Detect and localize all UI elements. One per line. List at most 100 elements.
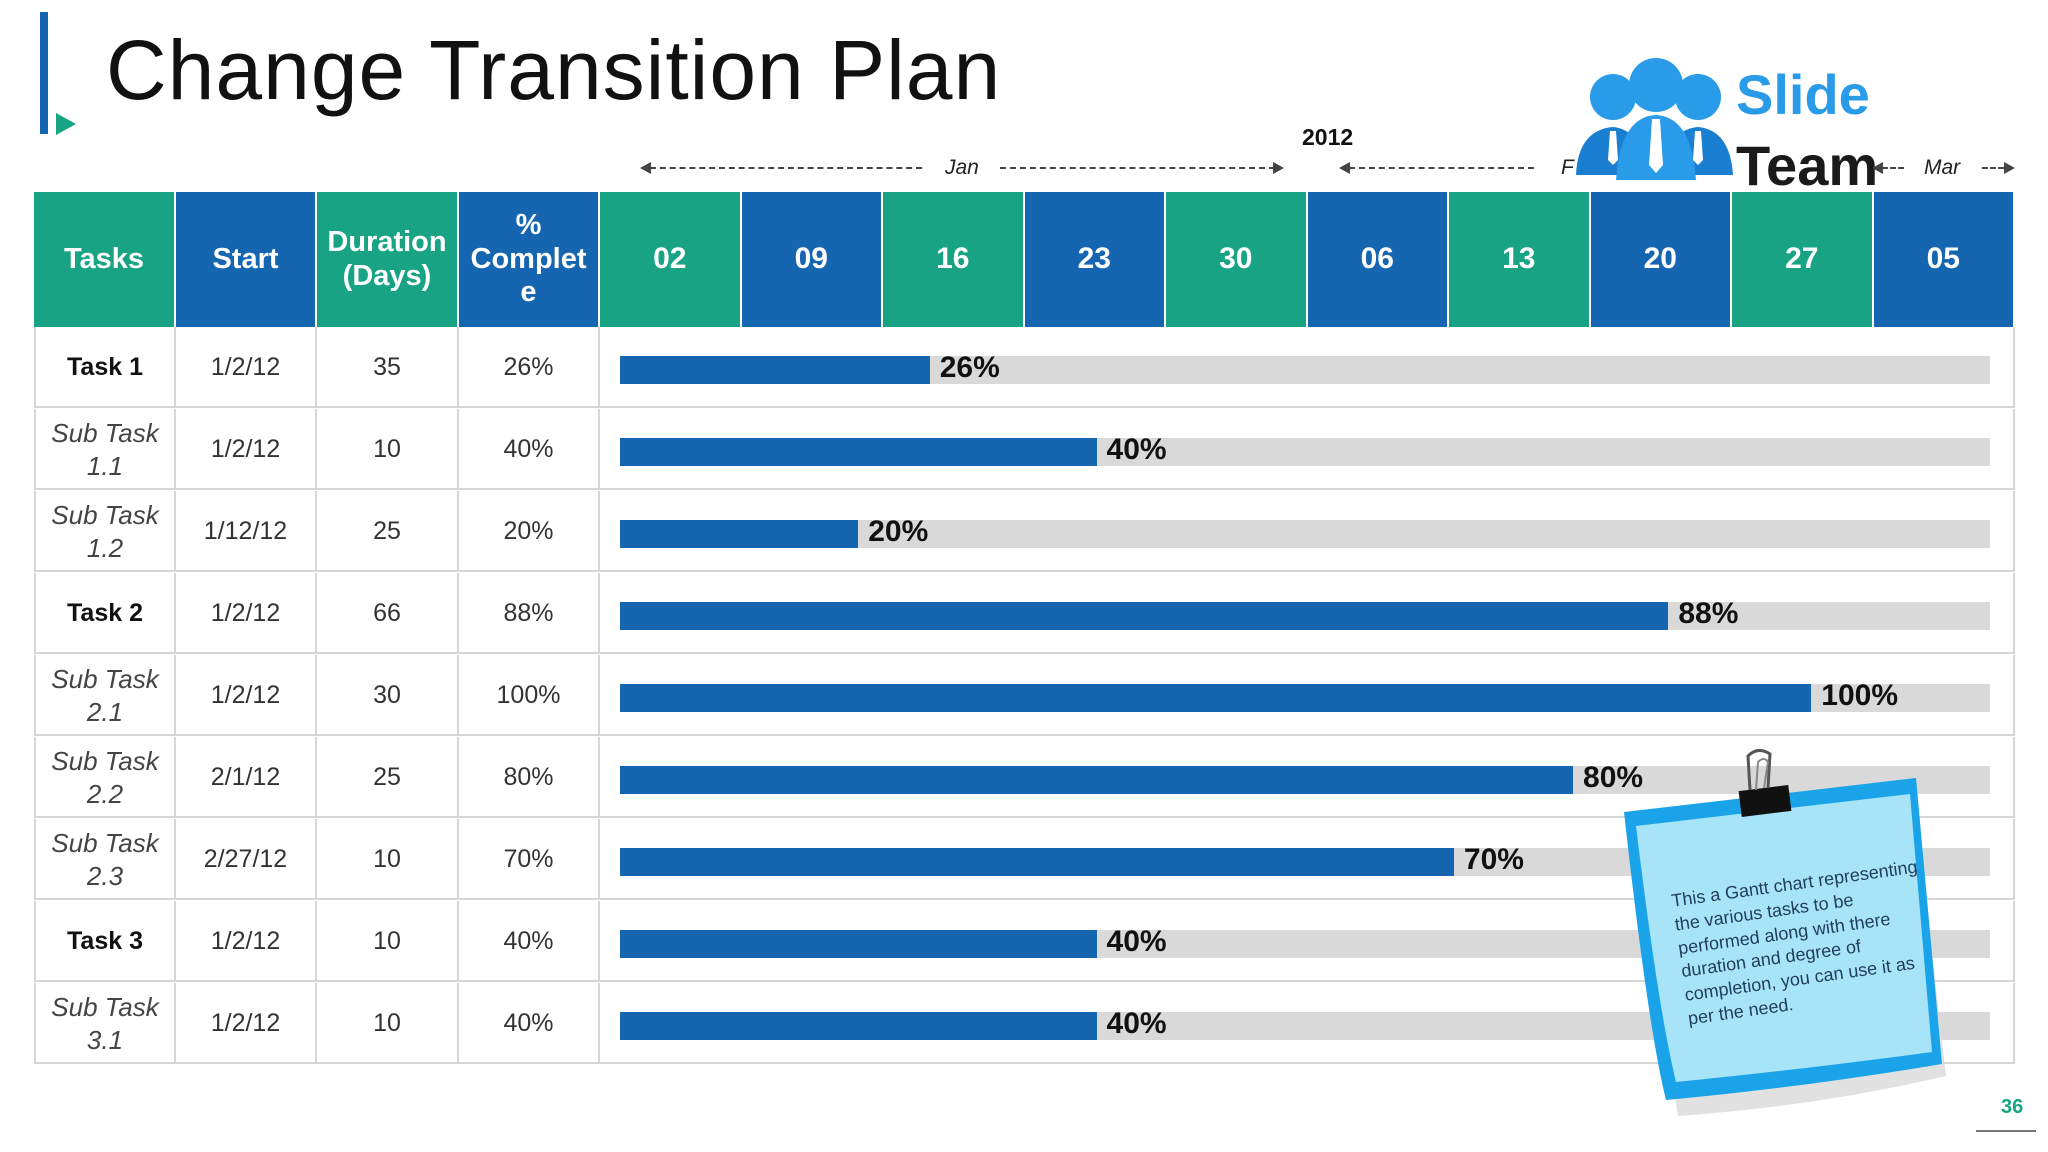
task-name-line1: Sub Task (51, 418, 159, 448)
feb-left-arrow-icon (1339, 162, 1350, 174)
start-cell: 1/2/12 (176, 573, 317, 654)
duration-cell: 35 (317, 327, 459, 408)
progress-bar (620, 438, 1097, 466)
task-name-line1: Sub Task (51, 828, 159, 858)
mar-right-arrow-icon (2004, 162, 2015, 174)
header-complete-line1: % (515, 209, 542, 242)
header-duration: Duration (Days) (317, 192, 459, 327)
header-complete-line3: e (520, 276, 537, 309)
logo-text-slide: Slide (1736, 63, 1870, 126)
duration-cell: 25 (317, 737, 459, 818)
task-name-line2: 2.3 (86, 860, 124, 891)
week-header: 30 (1166, 192, 1308, 327)
feb-left-dashed-line (1349, 167, 1534, 169)
complete-cell: 88% (459, 573, 600, 654)
month-label-feb: F (1561, 156, 1574, 179)
jan-left-dashed-line (650, 167, 922, 169)
task-name-line1: Task 3 (67, 926, 143, 955)
duration-cell: 66 (317, 573, 459, 654)
task-name-text: Task 2 (67, 598, 143, 629)
complete-cell: 80% (459, 737, 600, 818)
timeline-cell (600, 819, 2015, 900)
table-row: Task 1 1/2/12 35 26% 26% (34, 327, 2015, 408)
mar-right-dashed-line (1982, 167, 2004, 169)
month-label-jan: Jan (945, 156, 979, 179)
task-name-cell: Sub Task 2.3 (34, 819, 176, 900)
task-name-line1: Sub Task (51, 746, 159, 776)
progress-bar (620, 684, 1812, 712)
slide-team-logo-icon (1576, 58, 1733, 180)
task-name-text: Sub Task 1.2 (51, 499, 158, 564)
start-cell: 2/27/12 (176, 819, 317, 900)
task-name-text: Sub Task 2.1 (51, 663, 158, 728)
table-row: Sub Task 2.1 1/2/12 30 100% 100% (34, 655, 2015, 736)
complete-cell: 100% (459, 655, 600, 736)
task-name-line1: Sub Task (51, 500, 159, 530)
header-complete: % Complet e (459, 192, 600, 327)
table-row: Sub Task 1.1 1/2/12 10 40% 40% (34, 409, 2015, 490)
complete-cell: 20% (459, 491, 600, 572)
task-name-text: Sub Task 3.1 (51, 991, 158, 1056)
month-label-mar: Mar (1924, 156, 1961, 179)
sticky-note (1624, 749, 1946, 1116)
start-cell: 1/12/12 (176, 491, 317, 572)
mar-left-arrow-icon (1872, 162, 1883, 174)
bar-value-label: 40% (1106, 1007, 1167, 1040)
title-accent-bar (40, 12, 48, 134)
timeline-cell (600, 573, 2015, 654)
bar-value-label: 20% (868, 515, 929, 548)
header-complete-line2: Complet (470, 242, 587, 275)
page-number-underline (1976, 1130, 2036, 1132)
task-name-line2: 1.1 (86, 450, 124, 481)
mar-left-dashed-line (1882, 167, 1904, 169)
table-row: Sub Task 1.2 1/12/12 25 20% 20% (34, 491, 2015, 572)
timeline-cell (600, 327, 2015, 408)
task-name-line2: 3.1 (86, 1024, 124, 1055)
duration-cell: 10 (317, 901, 459, 982)
duration-cell: 10 (317, 983, 459, 1064)
duration-cell: 10 (317, 819, 459, 900)
task-name-text: Task 1 (67, 352, 143, 383)
week-header: 06 (1307, 192, 1449, 327)
jan-left-arrow-icon (640, 162, 651, 174)
progress-bar (620, 602, 1669, 630)
task-name-line1: Task 1 (67, 352, 143, 381)
week-header: 09 (741, 192, 883, 327)
timeline-cell (600, 491, 2015, 572)
week-header: 20 (1590, 192, 1732, 327)
complete-cell: 40% (459, 409, 600, 490)
complete-cell: 40% (459, 901, 600, 982)
progress-bar (620, 520, 859, 548)
progress-bar (620, 1012, 1097, 1040)
complete-cell: 26% (459, 327, 600, 408)
header-duration-line1: Duration (327, 226, 447, 259)
task-name-cell: Sub Task 3.1 (34, 983, 176, 1064)
year-label: 2012 (1302, 124, 1354, 150)
start-cell: 1/2/12 (176, 327, 317, 408)
table-row: Task 2 1/2/12 66 88% 88% (34, 573, 2015, 654)
timeline-cell (600, 901, 2015, 982)
bar-value-label: 40% (1106, 433, 1167, 466)
logo-text-team: Team (1736, 134, 1879, 197)
bar-value-label: 26% (939, 351, 1000, 384)
week-header: 27 (1732, 192, 1874, 327)
task-name-text: Sub Task 2.3 (51, 827, 158, 892)
task-name-line2: 2.1 (86, 696, 124, 727)
task-name-line2: 1.2 (86, 532, 124, 563)
bar-value-label: 100% (1821, 679, 1899, 712)
task-name-text: Sub Task 1.1 (51, 417, 158, 482)
timeline-cell (600, 409, 2015, 490)
week-header: 13 (1449, 192, 1591, 327)
task-name-line1: Sub Task (51, 992, 159, 1022)
header-tasks: Tasks (34, 192, 176, 327)
progress-bar (620, 766, 1574, 794)
duration-cell: 10 (317, 409, 459, 490)
page-number: 36 (2001, 1096, 2024, 1118)
gantt-table: Tasks Start Duration (Days) % Complet e 02 0… (34, 192, 2015, 1069)
duration-cell: 30 (317, 655, 459, 736)
start-cell: 1/2/12 (176, 983, 317, 1064)
task-name-cell: Task 2 (34, 573, 176, 654)
complete-cell: 40% (459, 983, 600, 1064)
task-name-text: Sub Task 2.2 (51, 745, 158, 810)
start-cell: 1/2/12 (176, 901, 317, 982)
